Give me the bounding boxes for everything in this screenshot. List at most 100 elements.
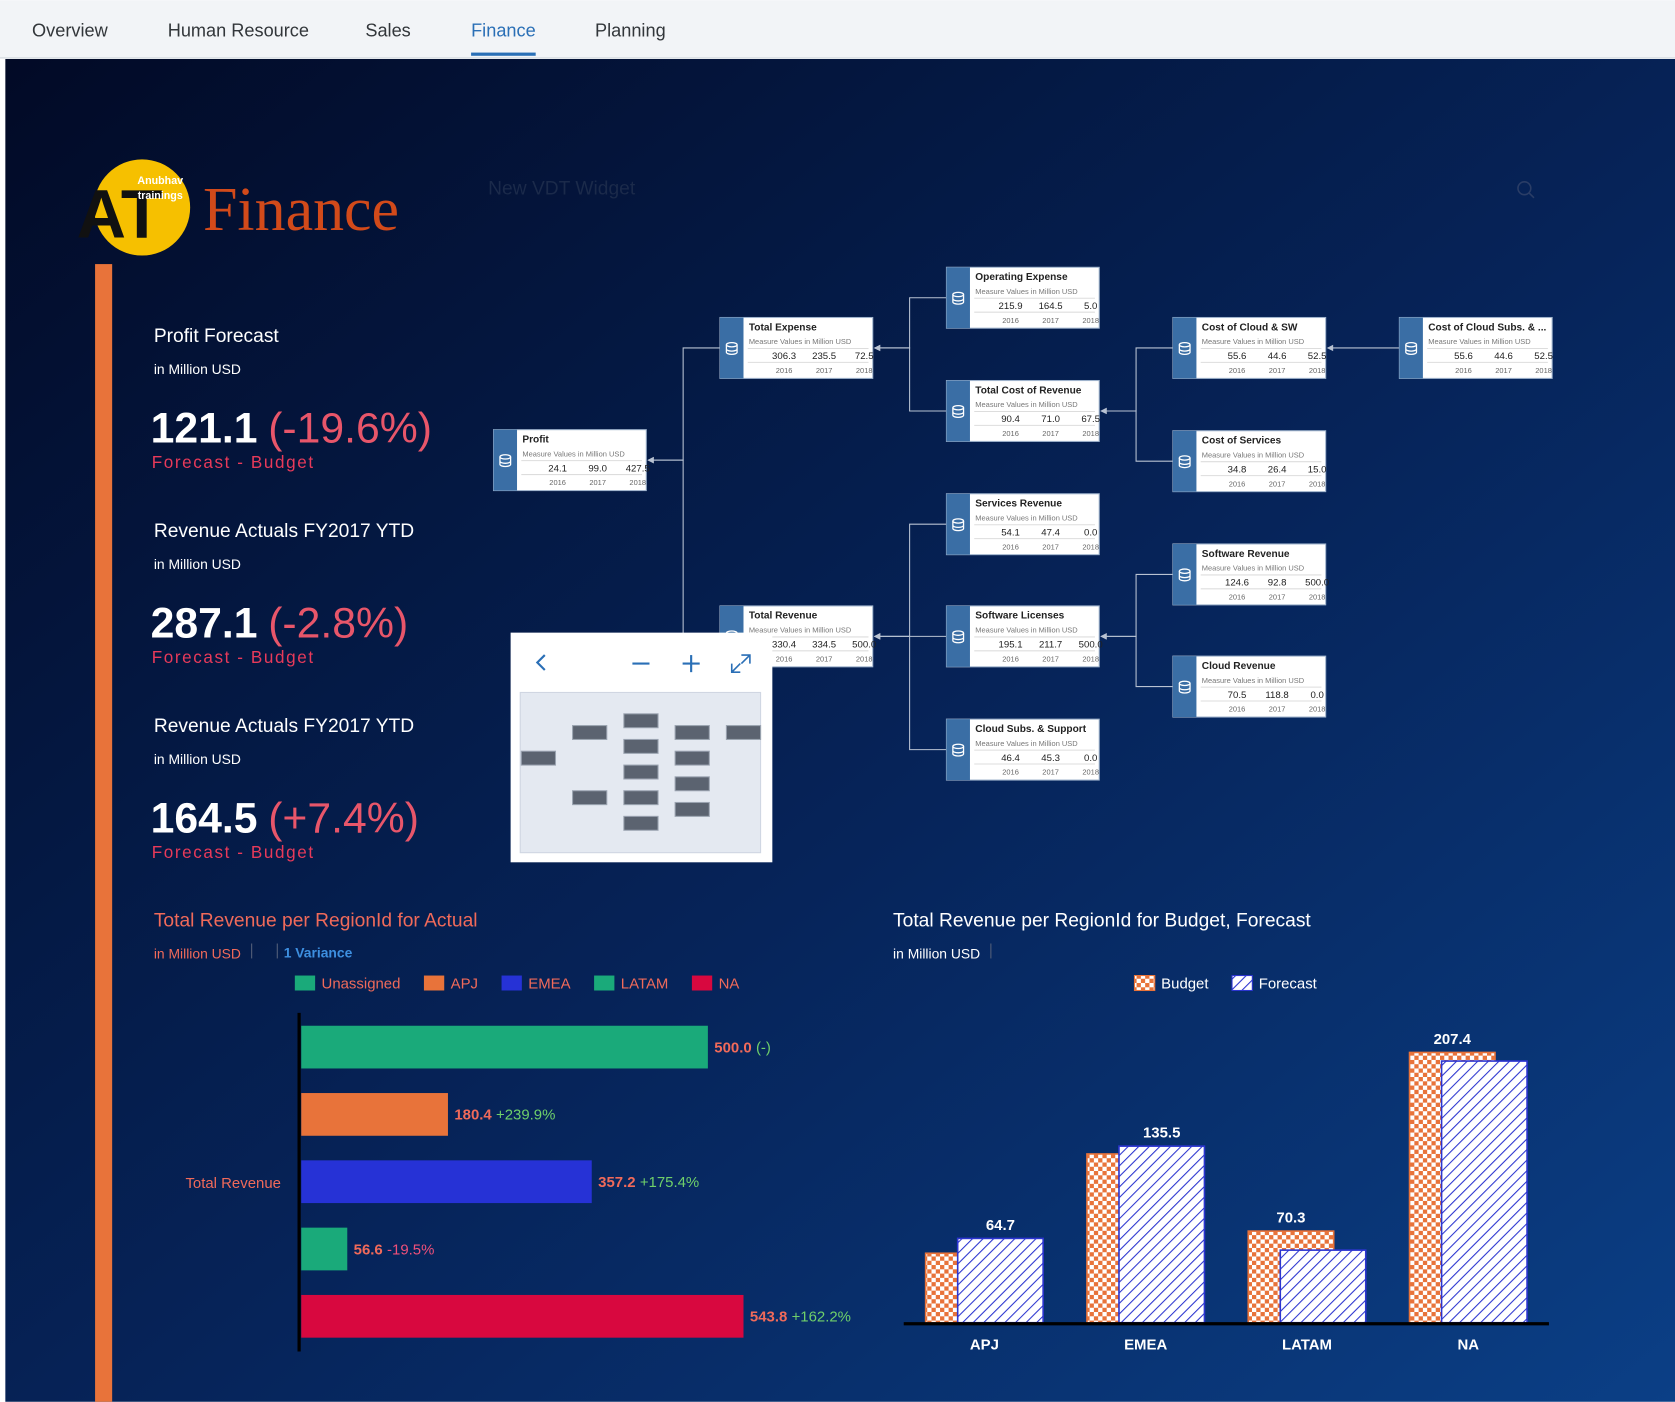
connector xyxy=(1101,410,1173,462)
tab-bar xyxy=(0,0,1675,58)
connector-arrow xyxy=(1100,407,1107,415)
kpi-unit: in Million USD xyxy=(154,556,241,572)
canvas-bg xyxy=(5,58,1675,1402)
x-tick-label: EMEA xyxy=(1124,1336,1167,1353)
node-measure: Measure Values in Million USD xyxy=(975,513,1078,522)
value-label: 357.2 xyxy=(598,1174,635,1191)
node-strip xyxy=(946,493,970,555)
node-value: 500.0 xyxy=(1079,640,1103,651)
value-label: 56.6 xyxy=(354,1241,383,1258)
fullscreen-button[interactable] xyxy=(730,654,751,673)
node-value: 15.0 xyxy=(1308,464,1327,475)
tree-node[interactable]: Profit Measure Values in Million USD 24.1 2… xyxy=(492,429,650,492)
node-year: 2018 xyxy=(856,366,873,375)
kpi-unit: in Million USD xyxy=(154,361,241,377)
node-icon xyxy=(1178,571,1191,582)
tree-node[interactable]: Cloud Subs. & Support Measure Values in M… xyxy=(945,718,1100,781)
node-year: 2016 xyxy=(776,654,793,663)
legend-swatch xyxy=(691,975,713,991)
logo-circle xyxy=(94,159,191,256)
node-year: 2018 xyxy=(1535,366,1552,375)
logo-line: Anubhav xyxy=(137,175,183,187)
tree-node[interactable]: Cost of Cloud & SW Measure Values in Mill… xyxy=(1172,316,1327,379)
x-tick-label: APJ xyxy=(970,1336,999,1353)
node-strip xyxy=(946,605,970,667)
minimap-nodes xyxy=(520,713,762,831)
tree-node[interactable]: Total Cost of Revenue Measure Values in M… xyxy=(945,379,1100,442)
value-label: 500.0 xyxy=(714,1039,751,1056)
active-tab-indicator xyxy=(471,52,536,56)
node-value: 67.5 xyxy=(1081,414,1100,425)
data-label: 207.4 xyxy=(1434,1031,1472,1048)
node-measure: Measure Values in Million USD xyxy=(749,626,852,635)
node-year: 2016 xyxy=(776,366,793,375)
bar xyxy=(301,1025,708,1069)
kpi-title: Revenue Actuals FY2017 YTD xyxy=(154,716,414,737)
tab[interactable]: Sales xyxy=(365,21,410,41)
node-label: Services Revenue xyxy=(975,499,1062,510)
kpi-number: 121.1 xyxy=(151,404,258,452)
tab[interactable]: Overview xyxy=(32,21,109,41)
tree-node[interactable]: Cost of Services Measure Values in Millio… xyxy=(1172,430,1327,493)
node-value: 90.4 xyxy=(1001,414,1020,425)
back-button[interactable] xyxy=(535,654,546,671)
node-value: 215.9 xyxy=(999,301,1023,312)
bar xyxy=(301,1294,744,1338)
node-strip xyxy=(1172,430,1197,492)
kpi-change: (-19.6%) xyxy=(268,404,432,452)
node-label: Software Revenue xyxy=(1202,549,1290,560)
tree-node[interactable]: Software Licenses Measure Values in Milli… xyxy=(945,605,1103,668)
tree-node[interactable]: Total Expense Measure Values in Million U… xyxy=(719,316,874,379)
tab[interactable]: Human Resource xyxy=(168,21,309,41)
node-strip xyxy=(1172,543,1197,605)
bar xyxy=(301,1093,448,1136)
tab[interactable]: Finance xyxy=(471,21,536,41)
data-label: 500.0 (-) xyxy=(714,1039,771,1056)
tree-node[interactable]: Cost of Cloud Subs. & ... Measure Values … xyxy=(1398,316,1553,379)
node-value: 235.5 xyxy=(812,351,836,362)
tab[interactable]: Planning xyxy=(595,21,666,41)
connector xyxy=(874,635,947,751)
kpi-title: Profit Forecast xyxy=(154,326,280,347)
legend-swatch xyxy=(594,975,615,991)
logo-mark: AT xyxy=(77,176,163,252)
variance-label: (-) xyxy=(756,1039,771,1056)
node-value: 44.6 xyxy=(1494,351,1513,362)
node-value: 72.5 xyxy=(855,351,874,362)
tree-node[interactable]: Services Revenue Measure Values in Millio… xyxy=(945,493,1100,556)
data-label: 357.2 +175.4% xyxy=(598,1174,699,1191)
node-value: 211.7 xyxy=(1039,640,1062,651)
variance-label: +162.2% xyxy=(792,1309,851,1326)
node-icon xyxy=(725,344,738,355)
search-icon[interactable] xyxy=(1517,181,1535,199)
kpi-title: Revenue Actuals FY2017 YTD xyxy=(154,521,414,542)
data-label: 56.6 -19.5% xyxy=(354,1241,435,1258)
variance-label: -19.5% xyxy=(387,1241,434,1258)
data-label: 180.4 +239.9% xyxy=(454,1107,555,1124)
kpi-value: 287.1 (-2.8%) xyxy=(151,599,409,647)
variance-label: +175.4% xyxy=(640,1174,699,1191)
connector xyxy=(1101,635,1173,688)
node-year: 2017 xyxy=(1042,768,1059,777)
node-year: 2017 xyxy=(1269,705,1286,714)
tree-node[interactable]: Operating Expense Measure Values in Milli… xyxy=(945,266,1100,329)
legend-label: APJ xyxy=(451,975,478,992)
node-measure: Measure Values in Million USD xyxy=(1202,450,1305,459)
connector xyxy=(874,347,947,412)
node-measure: Measure Values in Million USD xyxy=(1202,676,1305,685)
node-measure: Measure Values in Million USD xyxy=(975,626,1078,635)
node-year: 2016 xyxy=(1002,768,1019,777)
zoom-in-button[interactable] xyxy=(682,655,700,673)
node-value: 0.0 xyxy=(1084,753,1097,764)
data-label: 70.3 xyxy=(1276,1210,1305,1227)
variance-toggle[interactable]: 1 Variance xyxy=(284,944,353,960)
node-value: 500.0 xyxy=(852,640,876,651)
node-label: Total Revenue xyxy=(749,611,818,622)
node-year: 2017 xyxy=(1495,366,1512,375)
node-strip xyxy=(946,267,970,329)
accent-bar xyxy=(95,264,113,1402)
node-year: 2017 xyxy=(816,654,833,663)
tree-node[interactable]: Software Revenue Measure Values in Millio… xyxy=(1172,543,1329,606)
tree-node[interactable]: Cloud Revenue Measure Values in Million U… xyxy=(1172,655,1327,718)
node-label: Total Expense xyxy=(749,322,817,333)
